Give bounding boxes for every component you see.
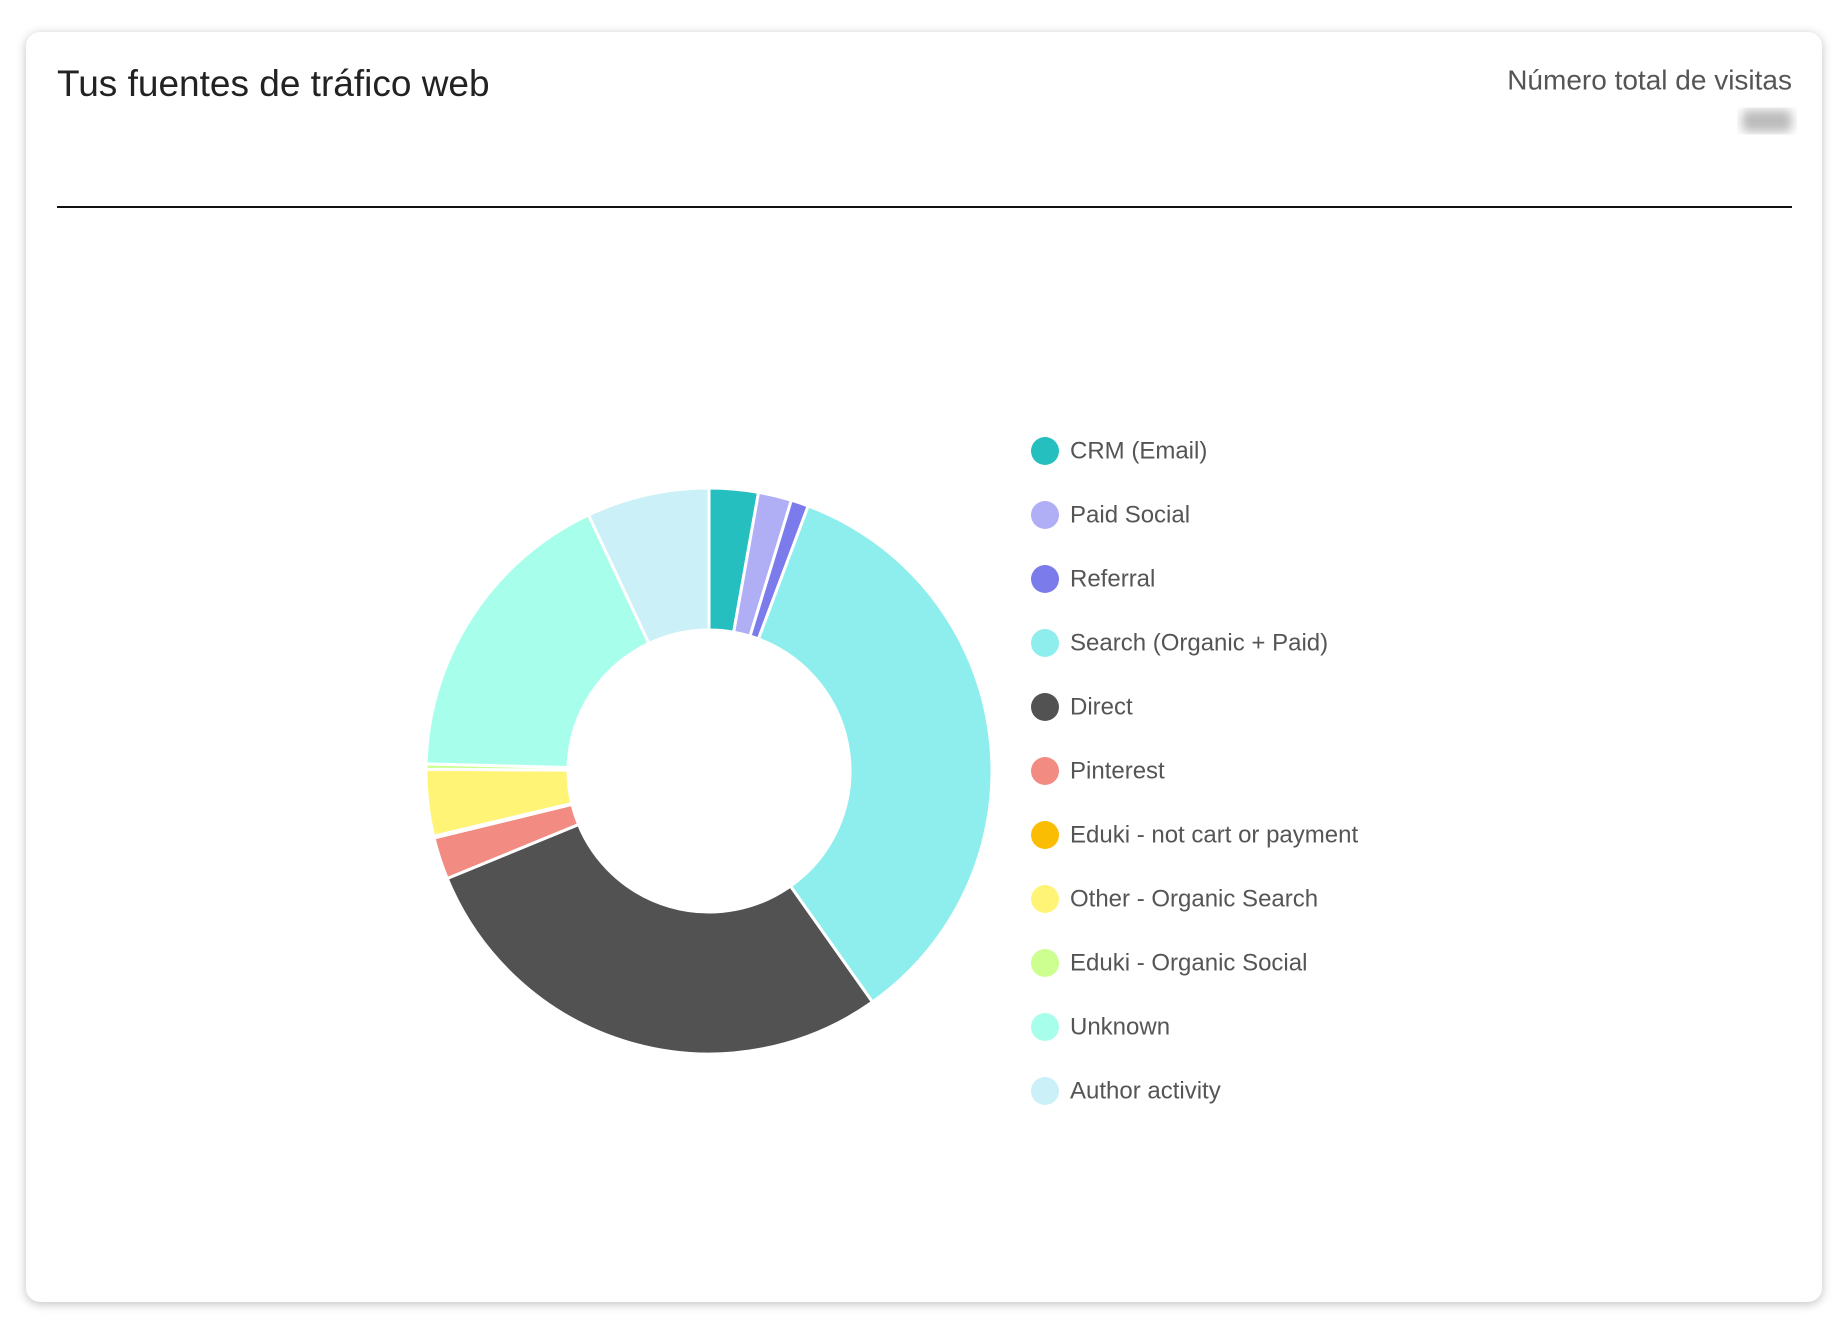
chart-subtitle: Número total de visitas	[1507, 64, 1792, 95]
chart-title: Tus fuentes de tráfico web	[57, 63, 490, 104]
slice	[445, 822, 875, 1056]
legend-label: Pinterest	[1070, 757, 1165, 784]
blurred-total	[1742, 110, 1792, 132]
legend-label: Eduki - not cart or payment	[1070, 821, 1358, 848]
slice	[586, 486, 711, 646]
legend-swatch	[1031, 565, 1059, 593]
legend-label: Search (Organic + Paid)	[1070, 629, 1328, 656]
legend-label: CRM (Email)	[1070, 437, 1207, 464]
legend-swatch	[1031, 885, 1059, 913]
legend-swatch	[1031, 949, 1059, 977]
legend-label: Referral	[1070, 565, 1155, 592]
legend-label: Paid Social	[1070, 501, 1190, 528]
legend-swatch	[1031, 629, 1059, 657]
legend-swatch	[1031, 1077, 1059, 1105]
slice	[424, 512, 651, 769]
legend-label: Author activity	[1070, 1077, 1221, 1104]
slice	[756, 504, 994, 1005]
legend-swatch	[1031, 1013, 1059, 1041]
legend-label: Direct	[1070, 693, 1133, 720]
legend-swatch	[1031, 821, 1059, 849]
legend-label: Other - Organic Search	[1070, 885, 1318, 912]
legend-swatch	[1031, 693, 1059, 721]
legend-label: Unknown	[1070, 1013, 1170, 1040]
legend-swatch	[1031, 501, 1059, 529]
legend-swatch	[1031, 757, 1059, 785]
legend-swatch	[1031, 437, 1059, 465]
legend-label: Eduki - Organic Social	[1070, 949, 1307, 976]
